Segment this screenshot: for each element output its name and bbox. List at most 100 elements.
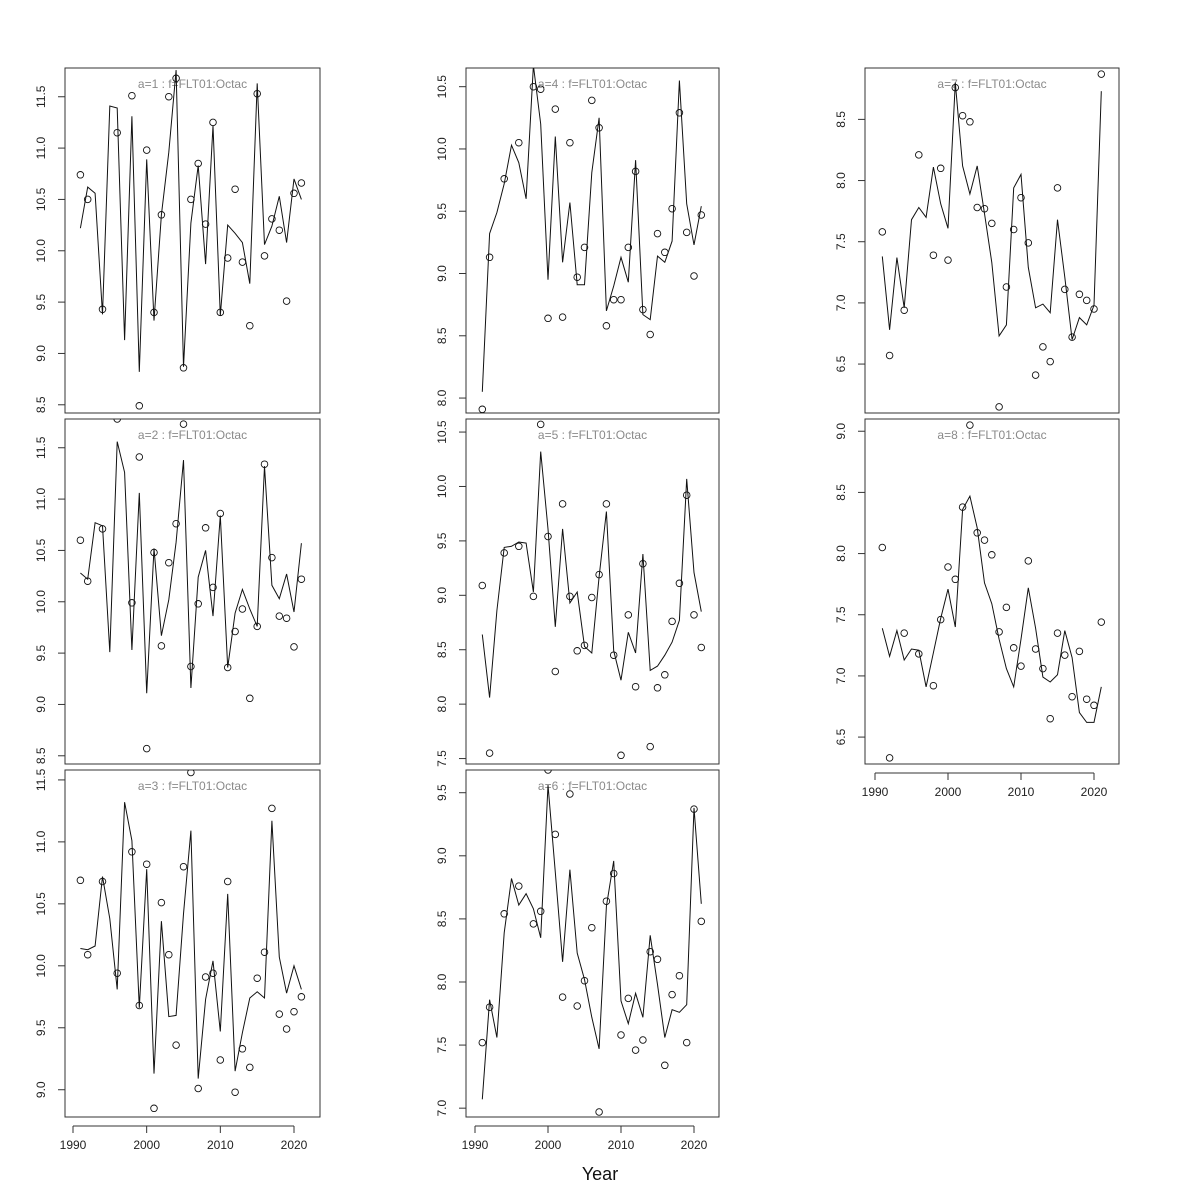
observed-point	[609, 651, 618, 659]
observed-point	[172, 519, 180, 528]
observed-point	[1039, 664, 1047, 673]
y-tick-label: 8.5	[34, 747, 48, 764]
observed-point	[485, 749, 494, 757]
observed-point	[588, 593, 596, 602]
panel-title: a=6 : f=FLT01:Octac	[538, 779, 647, 793]
y-tick-label: 9.5	[34, 1019, 48, 1036]
y-tick-label: 8.0	[435, 695, 449, 712]
y-tick-label: 8.5	[435, 910, 449, 927]
x-tick-label: 2020	[281, 1138, 308, 1152]
y-tick-label: 8.0	[435, 973, 449, 990]
observed-point	[631, 682, 640, 691]
observed-point	[944, 256, 952, 264]
y-tick-label: 9.0	[834, 423, 848, 440]
observed-point	[566, 138, 574, 147]
observed-point	[529, 920, 538, 928]
observed-point	[697, 917, 706, 926]
observed-point	[187, 662, 195, 671]
y-tick-label: 11.0	[34, 137, 48, 160]
observed-point	[1046, 357, 1054, 366]
plot-frame	[64, 67, 321, 414]
observed-point	[260, 252, 269, 260]
panel-title: a=7 : f=FLT01:Octac	[937, 77, 1046, 91]
observed-point	[1082, 695, 1091, 703]
observed-point	[988, 219, 996, 228]
observed-point	[238, 605, 247, 613]
y-tick-label: 9.0	[435, 265, 449, 282]
y-tick-label: 10.0	[435, 474, 449, 498]
observed-point	[275, 612, 284, 620]
y-tick-label: 11.0	[34, 488, 48, 511]
figure-x-axis-label: Year	[582, 1164, 618, 1184]
observed-point	[536, 907, 545, 916]
x-tick-label: 2010	[1008, 785, 1035, 799]
observed-point	[515, 882, 523, 890]
observed-point	[209, 969, 217, 977]
panel-group: a=1 : f=FLT01:Octac 8.5 9.0 9.5 10.0 10.5 11.0…	[34, 67, 1120, 1152]
observed-point	[128, 91, 136, 100]
observed-point	[1009, 225, 1018, 234]
fitted-line	[481, 451, 702, 698]
panel-title: a=5 : f=FLT01:Octac	[538, 428, 647, 442]
observed-point	[544, 314, 552, 323]
observed-point	[580, 243, 589, 252]
observed-point	[544, 770, 552, 774]
y-tick-label: 10.5	[34, 892, 48, 916]
y-tick-label: 10.5	[435, 420, 449, 444]
y-tick-label: 7.5	[834, 606, 848, 623]
observed-point	[551, 830, 560, 839]
observed-point	[697, 211, 706, 219]
x-tick-label: 2010	[207, 1138, 234, 1152]
observed-point	[485, 253, 494, 262]
observed-point	[1097, 70, 1106, 78]
observed-point	[113, 969, 121, 977]
observed-point	[223, 877, 232, 886]
observed-point	[885, 351, 894, 360]
observed-point	[515, 138, 523, 147]
observed-point	[690, 611, 698, 619]
observed-point	[83, 950, 92, 959]
observed-point	[201, 524, 210, 532]
y-tick-label: 7.5	[834, 233, 848, 250]
observed-point	[653, 684, 662, 692]
observed-point	[558, 313, 567, 321]
observed-point	[617, 751, 625, 760]
y-tick-label: 11.5	[34, 85, 48, 108]
observed-point	[282, 614, 291, 622]
observed-point	[529, 592, 538, 601]
y-tick-label: 8.5	[435, 327, 449, 344]
observed-point	[966, 118, 974, 126]
observed-point	[661, 1061, 669, 1070]
observed-point	[231, 1088, 239, 1096]
panel-title: a=2 : f=FLT01:Octac	[138, 428, 247, 442]
observed-point	[275, 1010, 284, 1018]
observed-point	[246, 1063, 254, 1072]
observed-point	[697, 643, 706, 652]
observed-point	[290, 1007, 298, 1016]
x-tick-label: 2000	[133, 1138, 160, 1152]
observed-point	[1017, 662, 1025, 670]
y-tick-label: 9.0	[34, 1081, 48, 1098]
observed-point	[290, 643, 298, 651]
fitted-line	[881, 82, 1102, 340]
x-tick-label: 1990	[862, 785, 889, 799]
observed-point	[995, 628, 1003, 636]
observed-point	[936, 164, 945, 173]
observed-point	[83, 195, 92, 204]
observed-point	[113, 128, 121, 137]
observed-point	[624, 994, 633, 1003]
observed-point	[580, 976, 589, 985]
observed-point	[157, 898, 166, 907]
y-tick-label: 8.5	[435, 641, 449, 658]
observed-point	[231, 627, 239, 636]
plot-frame	[64, 418, 321, 765]
observed-point	[682, 491, 691, 499]
observed-point	[297, 575, 306, 583]
observed-point	[675, 109, 684, 117]
observed-point	[1082, 296, 1091, 305]
observed-point	[631, 1046, 640, 1054]
observed-point	[194, 600, 202, 608]
observed-point	[900, 306, 908, 314]
panel-1: a=1 : f=FLT01:Octac 8.5 9.0 9.5 10.0 10.5 11.0…	[34, 67, 321, 414]
panel-title: a=3 : f=FLT01:Octac	[138, 779, 247, 793]
